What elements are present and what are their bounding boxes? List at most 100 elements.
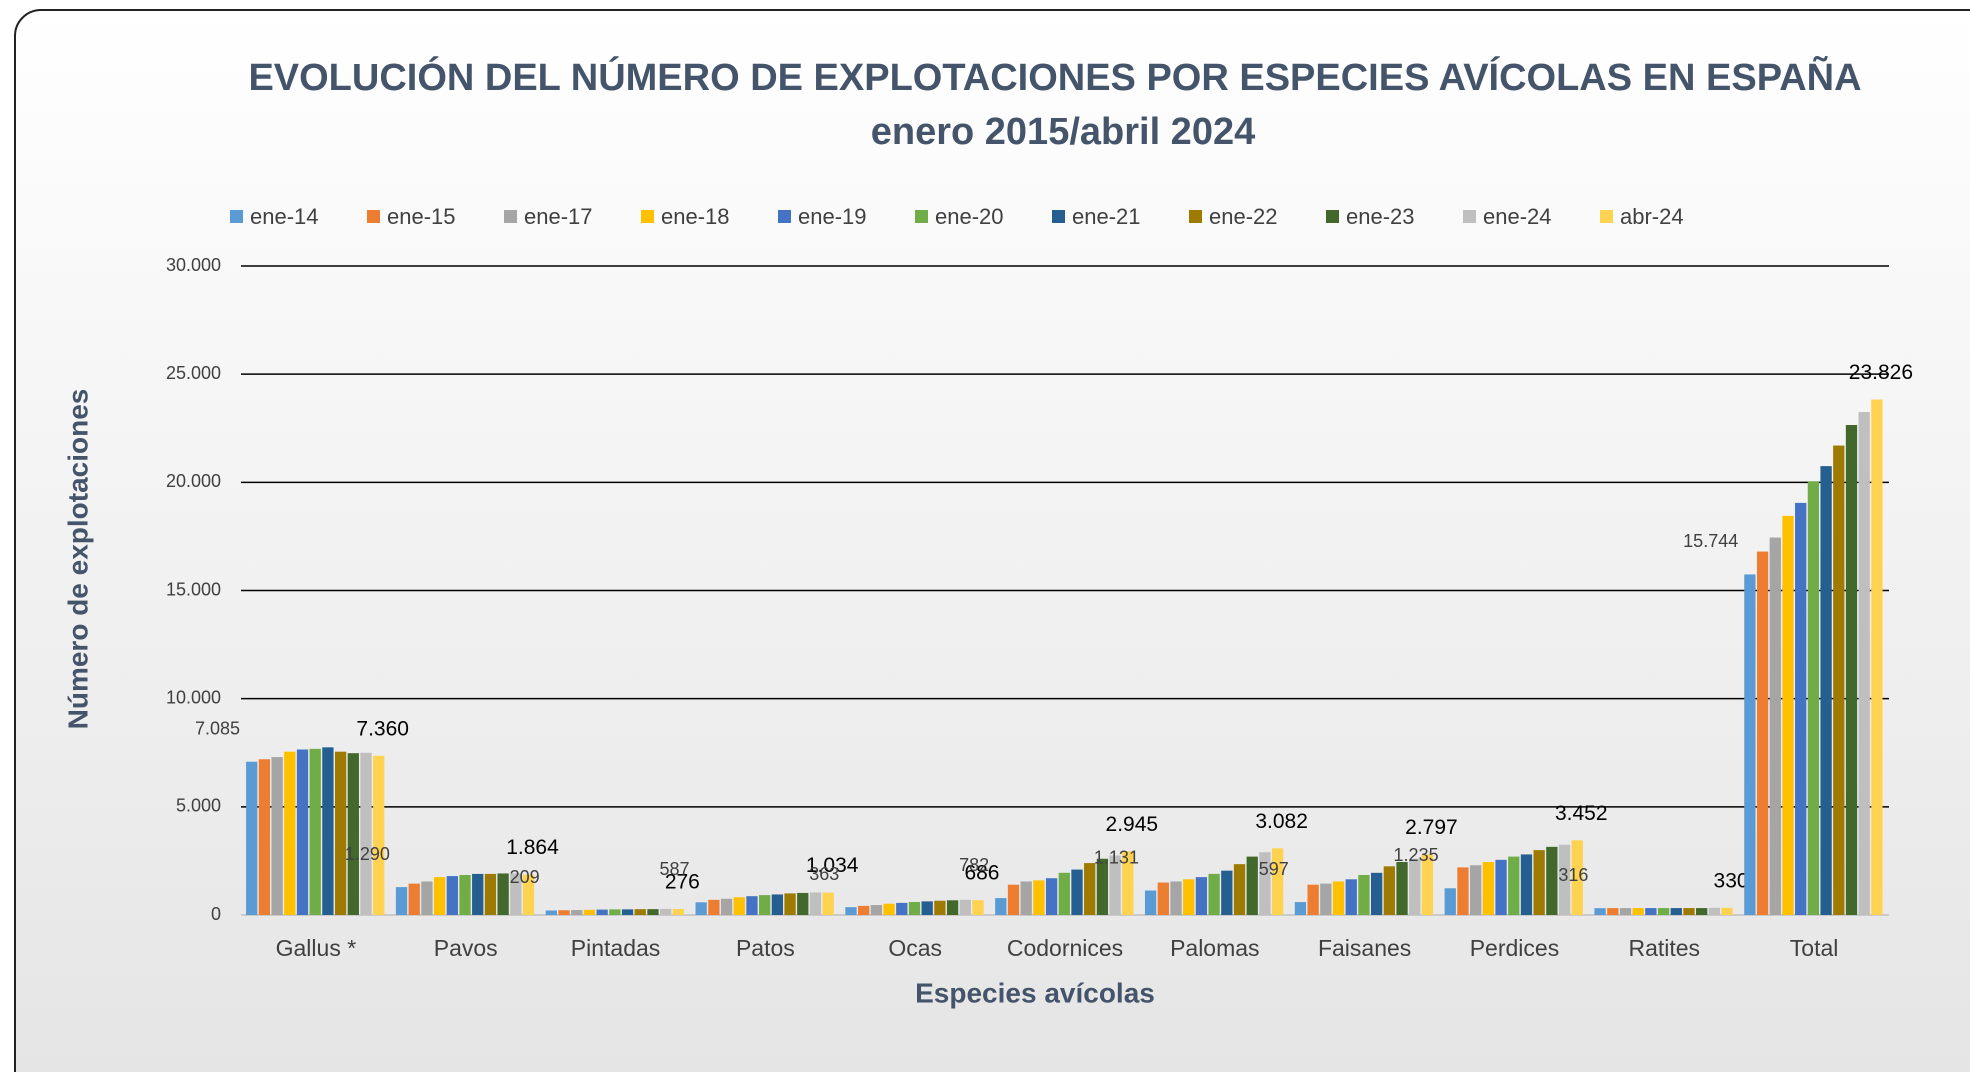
x-tick-label: Codornices: [1007, 935, 1123, 961]
bar: [858, 905, 870, 915]
chart-subtitle: enero 2015/abril 2024: [871, 111, 1255, 153]
bar: [883, 903, 895, 915]
legend-swatch: [1052, 210, 1065, 223]
x-tick-label: Pintadas: [571, 935, 661, 961]
data-label: 2.797: [1405, 816, 1458, 839]
data-label: 686: [964, 862, 999, 885]
bar: [1533, 850, 1545, 915]
data-label: 363: [809, 864, 839, 884]
bar: [1769, 537, 1781, 915]
bar: [1320, 883, 1332, 915]
bar: [1109, 855, 1121, 915]
bar: [809, 892, 822, 915]
bar: [1571, 840, 1583, 915]
bar: [1370, 872, 1383, 915]
x-tick-label: Patos: [736, 935, 795, 961]
bar: [1307, 884, 1319, 915]
data-label: 15.744: [1683, 531, 1738, 551]
bar: [1845, 425, 1858, 915]
bar: [1482, 861, 1495, 915]
bar: [1033, 880, 1045, 915]
bar: [1183, 879, 1195, 915]
bar: [347, 753, 359, 915]
bar: [1233, 864, 1246, 915]
legend-swatch: [641, 210, 654, 223]
bar: [921, 901, 933, 915]
data-label: 1.290: [345, 844, 390, 864]
bar: [472, 873, 484, 915]
data-label: 1.131: [1094, 847, 1139, 867]
bar: [1020, 881, 1032, 915]
data-label: 23.826: [1849, 361, 1913, 384]
bar: [1546, 846, 1558, 915]
bar: [1383, 866, 1395, 915]
legend-label: ene-19: [798, 204, 867, 229]
legend-label: ene-14: [250, 204, 319, 229]
data-label: 209: [510, 867, 540, 887]
bar: [1007, 884, 1020, 915]
bar: [1358, 874, 1370, 915]
bar: [1782, 515, 1794, 915]
bar: [459, 874, 471, 915]
bar: [1170, 881, 1182, 915]
bar: [1807, 481, 1820, 915]
bar: [1820, 466, 1832, 915]
y-tick-label: 30.000: [166, 255, 221, 275]
bar: [1421, 854, 1434, 915]
bar: [1096, 858, 1109, 915]
x-tick-label: Faisanes: [1318, 935, 1411, 961]
bar: [1495, 859, 1507, 915]
legend-label: ene-18: [661, 204, 730, 229]
data-label: 7.360: [356, 717, 409, 740]
bar: [1084, 863, 1096, 915]
bar: [433, 877, 446, 915]
bar: [510, 873, 522, 915]
bar: [1645, 908, 1657, 915]
data-label: 2.945: [1106, 813, 1159, 836]
bar: [708, 899, 720, 915]
bar: [1744, 574, 1756, 915]
bar: [634, 909, 646, 915]
bar: [870, 905, 883, 915]
bar: [896, 902, 908, 915]
bar: [1345, 879, 1357, 915]
legend-swatch: [504, 210, 517, 223]
y-tick-label: 0: [211, 904, 221, 924]
bar: [1632, 908, 1644, 915]
bar: [545, 910, 557, 915]
legend-swatch: [915, 210, 928, 223]
bar: [959, 899, 971, 915]
data-label: 1.235: [1394, 845, 1439, 865]
bar: [1332, 881, 1345, 915]
data-label: 597: [1259, 859, 1289, 879]
legend-label: abr-24: [1620, 204, 1684, 229]
x-tick-label: Palomas: [1170, 935, 1259, 961]
bar: [672, 909, 684, 915]
y-tick-label: 5.000: [176, 796, 221, 816]
bar: [1444, 888, 1456, 915]
bar: [1058, 872, 1070, 915]
bar: [659, 908, 672, 915]
bar: [720, 898, 733, 915]
bar: [1122, 851, 1134, 915]
bar: [784, 893, 796, 915]
bar: [271, 757, 283, 915]
bar: [946, 900, 959, 915]
bar: [1457, 867, 1469, 915]
x-axis-title: Especies avícolas: [915, 977, 1155, 1008]
legend-swatch: [1600, 210, 1613, 223]
bar: [1670, 908, 1682, 915]
bar: [1619, 908, 1632, 915]
bar: [596, 909, 608, 915]
bar: [1520, 854, 1533, 915]
bar: [995, 898, 1007, 915]
bar: [284, 751, 296, 915]
bar: [1756, 551, 1769, 915]
bar: [1071, 869, 1083, 915]
bar: [1144, 890, 1157, 915]
x-tick-label: Gallus *: [276, 935, 357, 961]
bar: [1858, 412, 1870, 915]
bar: [497, 873, 509, 915]
bar: [373, 755, 385, 915]
